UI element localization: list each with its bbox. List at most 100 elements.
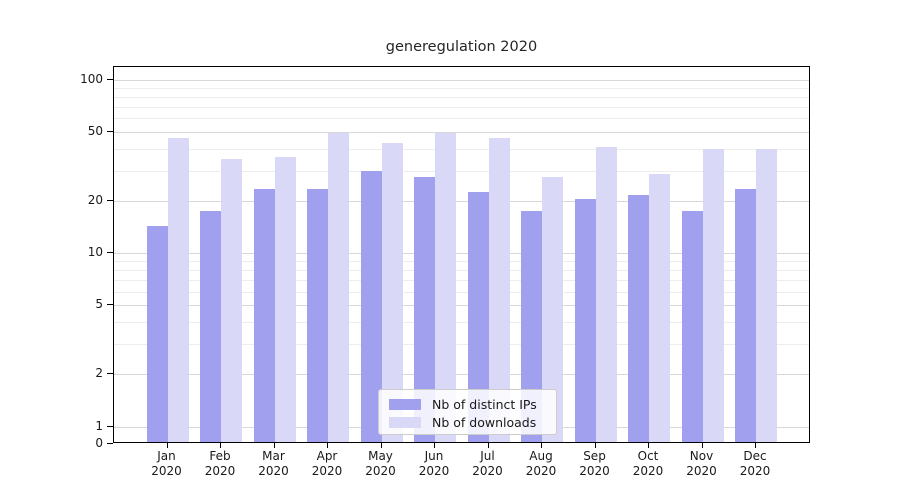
x-label-year: 2020: [472, 464, 503, 478]
x-label-month: Jul: [480, 449, 495, 463]
bar-distinct-ips-apr: [307, 188, 328, 442]
x-label-year: 2020: [311, 464, 343, 478]
x-label-year: 2020: [525, 464, 557, 478]
x-label-year: 2020: [686, 464, 717, 478]
x-label-year: 2020: [258, 464, 289, 478]
gridline-minor: [114, 270, 809, 272]
x-tick-mark: [594, 443, 596, 448]
y-tick-label: 10: [87, 245, 103, 260]
x-tick-mark: [380, 443, 382, 448]
x-label-month: Jun: [424, 449, 444, 463]
bar-downloads-jan: [167, 138, 189, 442]
plot-area: [113, 66, 810, 443]
bar-downloads-feb: [221, 159, 242, 442]
bar-downloads-nov: [702, 148, 724, 442]
x-label-month: Nov: [689, 449, 714, 463]
x-label-month: Mar: [262, 449, 285, 463]
x-tick-mark: [541, 443, 542, 448]
bar-downloads-apr: [328, 133, 349, 442]
bar-distinct-ips-dec: [735, 188, 756, 442]
x-label-month: Oct: [637, 449, 659, 463]
x-label-month: Dec: [743, 449, 767, 463]
x-tick-label: Feb 2020: [188, 449, 252, 479]
x-label-month: Feb: [209, 449, 231, 463]
x-label-month: Aug: [529, 449, 553, 463]
x-tick-mark: [220, 443, 221, 448]
gridline-minor: [114, 261, 809, 263]
x-label-year: 2020: [151, 464, 182, 478]
gridline-minor: [114, 343, 809, 345]
x-tick-label: Sep 2020: [563, 449, 627, 479]
x-tick-label: May 2020: [349, 449, 413, 479]
x-tick-label: Jan 2020: [135, 449, 199, 479]
bar-distinct-ips-jun: [414, 176, 435, 442]
bar-distinct-ips-jan: [146, 225, 168, 442]
bar-distinct-ips-feb: [200, 211, 221, 442]
legend-swatch-distinct-ips: [389, 398, 421, 410]
y-tick-mark: [107, 252, 113, 254]
bar-distinct-ips-sep: [574, 199, 596, 442]
y-tick-mark: [107, 373, 113, 375]
y-tick-label: 2: [95, 366, 103, 381]
gridline-major: [114, 253, 809, 255]
x-tick-mark: [434, 443, 435, 448]
x-tick-label: Oct 2020: [616, 449, 680, 479]
y-tick-mark: [107, 425, 113, 427]
y-tick-label: 20: [87, 193, 103, 208]
gridline-minor: [114, 291, 809, 293]
y-tick-mark: [107, 200, 113, 202]
x-tick-label: Nov 2020: [670, 449, 734, 479]
x-tick-label: Jul 2020: [456, 449, 520, 479]
x-tick-mark: [166, 443, 168, 448]
gridline-major: [114, 80, 809, 81]
y-tick-mark: [107, 304, 113, 306]
x-tick-mark: [755, 443, 756, 448]
gridline-major: [114, 305, 809, 307]
y-tick-mark: [107, 443, 113, 444]
x-label-month: Jan: [157, 449, 176, 463]
bar-distinct-ips-aug: [521, 211, 542, 442]
y-tick-mark: [107, 79, 113, 80]
gridline-minor: [114, 280, 809, 282]
y-tick-label: 5: [95, 297, 103, 312]
gridline-minor: [114, 87, 809, 89]
x-tick-label: Dec 2020: [723, 449, 787, 479]
gridline-minor: [114, 96, 809, 98]
gridline-minor: [114, 148, 809, 150]
x-label-year: 2020: [418, 464, 450, 478]
gridline-major: [114, 132, 809, 134]
x-tick-label: Aug 2020: [509, 449, 573, 479]
legend-swatch-downloads: [389, 416, 421, 428]
gridline-minor: [114, 170, 809, 172]
legend-item: Nb of downloads: [389, 414, 548, 430]
x-label-month: Sep: [583, 449, 606, 463]
x-label-year: 2020: [739, 464, 771, 478]
bar-distinct-ips-may: [360, 171, 382, 442]
x-tick-mark: [273, 443, 275, 448]
bar-distinct-ips-nov: [681, 211, 703, 442]
bar-distinct-ips-oct: [628, 195, 649, 442]
bar-downloads-dec: [756, 148, 777, 442]
gridline-minor: [114, 106, 809, 108]
y-tick-mark: [107, 131, 113, 133]
x-tick-label: Mar 2020: [242, 449, 306, 479]
x-label-year: 2020: [632, 464, 664, 478]
gridline-major: [114, 374, 809, 376]
x-label-year: 2020: [204, 464, 236, 478]
bar-downloads-jul: [488, 138, 510, 442]
gridline-minor: [114, 322, 809, 324]
bar-distinct-ips-jul: [467, 191, 489, 442]
x-label-year: 2020: [365, 464, 396, 478]
gridline-major: [114, 201, 809, 203]
x-tick-label: Jun 2020: [402, 449, 466, 479]
x-label-month: Apr: [316, 449, 338, 463]
bar-downloads-sep: [595, 146, 617, 442]
y-tick-label: 0: [95, 436, 103, 450]
bar-downloads-aug: [542, 176, 563, 442]
legend-item: Nb of distinct IPs: [389, 396, 548, 412]
y-tick-label: 100: [80, 72, 103, 86]
x-tick-mark: [487, 443, 489, 448]
legend-label: Nb of downloads: [432, 414, 537, 430]
x-tick-label: Apr 2020: [295, 449, 359, 479]
